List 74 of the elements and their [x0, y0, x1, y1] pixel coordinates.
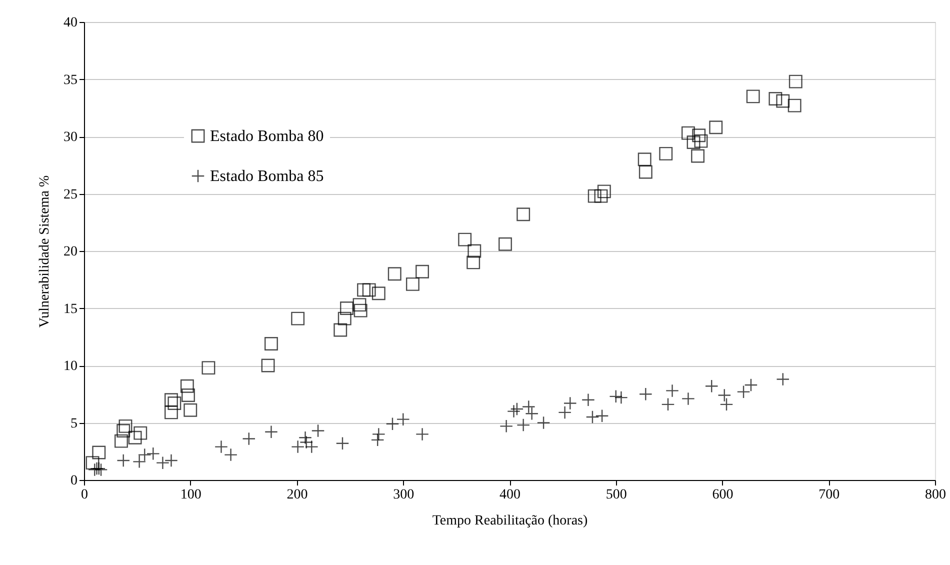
- point: [588, 189, 602, 203]
- point: [86, 456, 100, 470]
- point: [164, 406, 178, 420]
- point: [338, 312, 352, 326]
- y-tick-label: 5: [70, 416, 78, 432]
- x-tick-label: 200: [286, 488, 308, 502]
- y-tick-label: 35: [64, 72, 78, 88]
- point: [776, 94, 790, 108]
- point: [182, 388, 195, 402]
- point: [458, 232, 472, 246]
- point: [466, 256, 480, 270]
- point: [388, 267, 402, 281]
- point: [168, 396, 182, 410]
- point: [788, 98, 802, 112]
- point: [638, 152, 652, 166]
- point: [746, 90, 760, 104]
- x-tick-label: 0: [81, 488, 88, 502]
- point: [114, 434, 128, 448]
- y-tick-label: 15: [64, 302, 78, 317]
- point: [116, 424, 130, 438]
- point: [586, 410, 600, 424]
- x-tick-label: 600: [712, 488, 734, 502]
- point: [597, 184, 611, 198]
- point: [184, 403, 198, 417]
- legend-label: Estado Bomba 85: [210, 168, 324, 185]
- y-tick-label: 25: [64, 187, 78, 202]
- legend-label: Estado Bomba 80: [210, 128, 324, 145]
- point: [340, 302, 354, 315]
- y-tick-label: 20: [64, 244, 78, 260]
- point: [134, 426, 148, 440]
- point: [744, 378, 758, 392]
- point: [416, 264, 429, 278]
- point: [362, 283, 376, 297]
- point: [468, 244, 482, 258]
- point: [118, 419, 132, 433]
- point: [128, 430, 142, 444]
- x-axis-title: Tempo Reabilitação (horas): [432, 514, 588, 528]
- point: [692, 128, 706, 142]
- point: [261, 358, 275, 372]
- point: [357, 283, 370, 297]
- y-tick-label: 10: [64, 359, 78, 374]
- point: [202, 361, 216, 375]
- point: [180, 379, 194, 393]
- point: [406, 277, 420, 291]
- x-tick-label: 700: [818, 488, 840, 502]
- y-tick-label: 0: [70, 474, 78, 488]
- x-tick-label: 100: [180, 488, 202, 502]
- x-tick-label: 400: [500, 488, 520, 502]
- point: [659, 146, 673, 160]
- point: [372, 286, 386, 300]
- point: [694, 134, 708, 148]
- point: [264, 337, 278, 350]
- point: [686, 136, 700, 149]
- point: [768, 92, 782, 106]
- point: [334, 323, 348, 337]
- point: [498, 237, 512, 251]
- point: [681, 126, 695, 140]
- point: [516, 208, 530, 222]
- y-tick-label: 30: [64, 130, 78, 145]
- point: [638, 165, 652, 179]
- x-tick-label: 300: [393, 488, 414, 502]
- point: [291, 312, 305, 326]
- x-tick-label: 500: [606, 488, 627, 502]
- point: [788, 74, 802, 88]
- point: [92, 446, 106, 460]
- point: [691, 149, 705, 163]
- point: [352, 298, 366, 312]
- y-tick-label: 40: [64, 16, 78, 30]
- point: [594, 189, 608, 203]
- point: [709, 120, 723, 134]
- point: [164, 393, 178, 407]
- y-axis-title: Vulnerabilidade Sistema %: [38, 174, 52, 328]
- x-tick-label: 800: [925, 488, 946, 502]
- point: [354, 304, 368, 318]
